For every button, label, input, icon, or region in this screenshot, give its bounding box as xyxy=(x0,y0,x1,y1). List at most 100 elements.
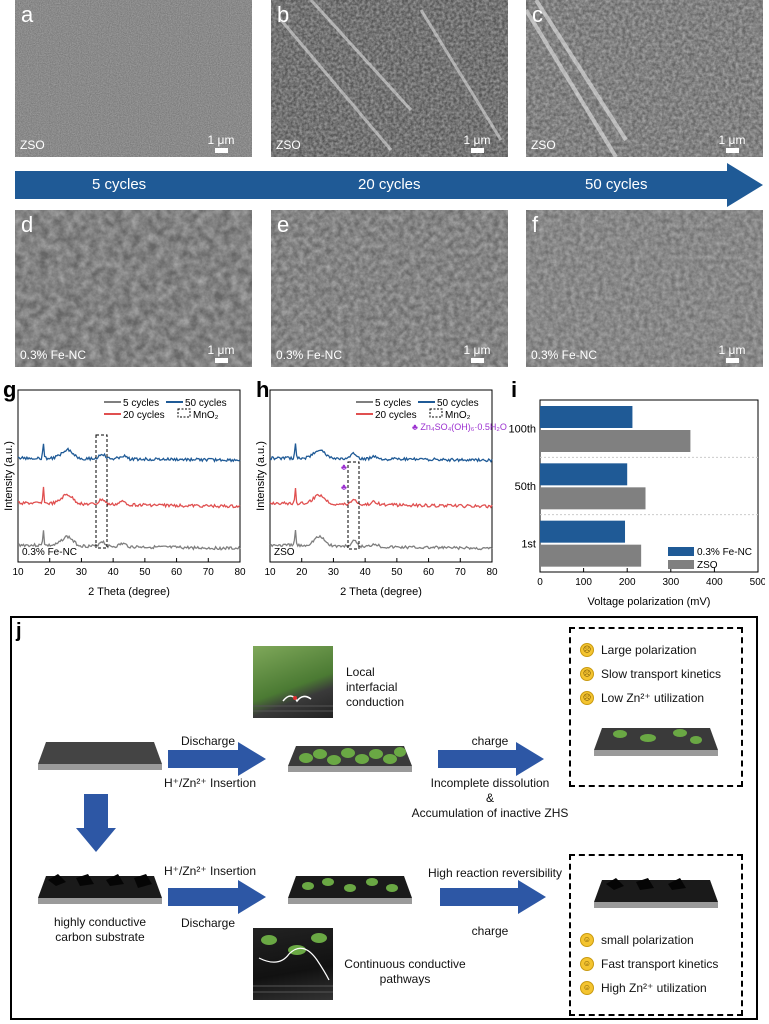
cycle-label-50: 50 cycles xyxy=(585,176,648,193)
cycle-arrow xyxy=(15,163,763,207)
clean-carbon-substrate-icon xyxy=(594,878,718,908)
panel-letter: b xyxy=(277,2,290,27)
x-tick-label: 50 xyxy=(139,567,151,578)
sem-texture xyxy=(15,210,252,367)
legend-zso: ZSO xyxy=(697,560,718,571)
legend-5-cycles: 5 cycles xyxy=(375,398,411,409)
legend-20-cycles: 20 cycles xyxy=(123,410,165,421)
panel-letter-g: g xyxy=(3,377,17,402)
panel-letter-i: i xyxy=(511,377,518,402)
panel-letter-j: j xyxy=(16,620,22,642)
cycle-label-5: 5 cycles xyxy=(92,176,147,193)
scale-bar-label: 1 μm xyxy=(718,133,746,147)
series-50-cycles-line xyxy=(17,443,241,463)
scale-bar-label: 1 μm xyxy=(463,133,491,147)
sample-label: ZSO xyxy=(20,138,45,152)
top-outcome-box xyxy=(569,627,743,787)
x-tick-label: 10 xyxy=(264,567,276,578)
local-conduction-label: Local interfacial conduction xyxy=(346,665,405,709)
x-tick-label: 200 xyxy=(619,577,636,588)
bare-substrate-icon xyxy=(38,742,162,770)
sample-label: 0.3% Fe-NC xyxy=(276,348,343,362)
x-tick-label: 60 xyxy=(171,567,183,578)
panel-letter-h: h xyxy=(256,377,270,402)
bottom-charge-label: charge xyxy=(471,924,509,938)
legend-20-cycles: 20 cycles xyxy=(375,410,417,421)
sem-panel-d: d 0.3% Fe-NC 1 μm xyxy=(15,210,252,367)
x-tick-label: 20 xyxy=(296,567,308,578)
panel-letter: f xyxy=(532,212,539,237)
x-tick-label: 80 xyxy=(234,567,246,578)
arrow-right-icon xyxy=(438,742,544,776)
inset-local-conduction xyxy=(253,646,333,718)
panel-letter: c xyxy=(532,2,543,27)
y-category-label: 50th xyxy=(515,481,536,493)
sem-texture xyxy=(526,210,763,367)
x-tick-label: 30 xyxy=(76,567,88,578)
inset-continuous-pathways xyxy=(253,928,333,1000)
bar-50th-fenc xyxy=(540,463,628,486)
carbon-substrate-icon xyxy=(38,874,162,904)
y-category-label: 100th xyxy=(508,424,536,436)
series-5-cycles-line xyxy=(17,530,241,551)
continuous-label-1: Continuous conductive xyxy=(344,957,466,971)
top-discharge-label: Discharge xyxy=(180,734,236,748)
mno2-box xyxy=(95,434,108,549)
scale-bar: 1 μm xyxy=(709,343,755,363)
scale-bar: 1 μm xyxy=(454,343,500,363)
bottom-outcome-box xyxy=(569,854,743,1016)
continuous-label-2: pathways xyxy=(379,972,431,986)
x-tick-label: 30 xyxy=(328,567,340,578)
sem-texture xyxy=(271,210,508,367)
bar-1st-fenc xyxy=(540,520,626,543)
sem-panel-f: f 0.3% Fe-NC 1 μm xyxy=(526,210,763,367)
smiling-face-icon: ☺ xyxy=(580,933,594,947)
legend-swatch-fenc xyxy=(668,547,694,556)
sem-panel-e: e 0.3% Fe-NC 1 μm xyxy=(271,210,508,367)
series-50-cycles-line xyxy=(269,443,493,463)
x-axis-label-h: 2 Theta (degree) xyxy=(340,586,422,598)
arrow-right-icon xyxy=(440,880,546,914)
legend-zhs: ♣ Zn₄SO₄(OH)₆·0.5H₂O xyxy=(412,422,507,432)
bullet-low-utilization: ☹ Low Zn²⁺ utilization xyxy=(580,691,704,705)
x-tick-label: 20 xyxy=(44,567,56,578)
fenc-deposit-substrate-icon xyxy=(288,746,412,772)
bar-100th-zso xyxy=(540,430,691,452)
arrow-right-icon xyxy=(168,880,266,914)
x-tick-label: 300 xyxy=(662,577,679,588)
bar-1st-zso xyxy=(540,544,642,567)
zhs-marker-icon: ♣ xyxy=(341,482,347,492)
sample-label-h: ZSO xyxy=(274,547,295,558)
sem-panel-c: c ZSO 1 μm xyxy=(526,0,763,157)
frowning-face-icon: ☹ xyxy=(580,691,594,705)
sample-label-g: 0.3% Fe-NC xyxy=(22,547,77,558)
substrate-label-1: highly conductive xyxy=(53,915,147,929)
arrow-down-icon xyxy=(76,794,116,852)
sem-texture xyxy=(271,0,508,157)
x-tick-label: 70 xyxy=(455,567,467,578)
x-tick-label: 70 xyxy=(203,567,215,578)
x-tick-label: 40 xyxy=(108,567,120,578)
xrd-chart-h: 10 20 30 40 50 60 70 80 ♣ ♣ 5 cycles 20 cycles … xyxy=(255,389,507,598)
frowning-face-icon: ☹ xyxy=(580,643,594,657)
legend-box-swatch xyxy=(177,408,191,418)
accumulation-label: Accumulation of inactive ZHS xyxy=(411,806,569,820)
x-tick-label: 0 xyxy=(537,577,543,588)
sem-texture xyxy=(15,0,252,157)
ampersand-label: & xyxy=(485,791,494,805)
top-insertion-label: H⁺/Zn²⁺ Insertion xyxy=(163,776,257,790)
x-tick-label: 40 xyxy=(360,567,372,578)
sample-label: ZSO xyxy=(276,138,301,152)
scale-bar-label: 1 μm xyxy=(207,133,235,147)
scale-bar: 1 μm xyxy=(198,343,244,363)
arrow-right-icon xyxy=(168,742,266,776)
bullet-small-polarization: ☺ small polarization xyxy=(580,933,694,947)
smiling-face-icon: ☺ xyxy=(580,981,594,995)
mno2-box xyxy=(347,461,360,550)
bullet-high-utilization: ☺ High Zn²⁺ utilization xyxy=(580,981,707,995)
bar-50th-zso xyxy=(540,487,646,510)
x-axis-label-g: 2 Theta (degree) xyxy=(88,586,170,598)
carbon-deposit-substrate-icon xyxy=(288,876,412,904)
bullet-fast-kinetics: ☺ Fast transport kinetics xyxy=(580,957,718,971)
